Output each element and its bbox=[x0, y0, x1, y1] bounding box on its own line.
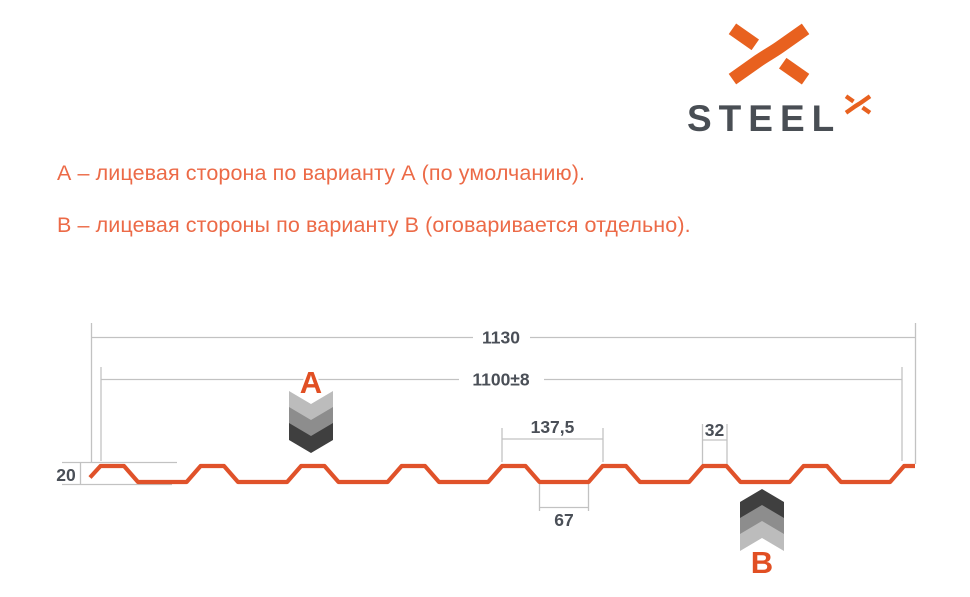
x-mark-top-left-arm bbox=[728, 23, 759, 51]
dim-rib-bottom-width: 67 bbox=[538, 484, 590, 530]
profile-sheet-outline bbox=[88, 463, 915, 485]
brand-wordmark: STEEL bbox=[687, 100, 873, 138]
side-b-letter: В bbox=[751, 545, 773, 580]
dim-label-rib-bottom-width: 67 bbox=[554, 510, 573, 530]
steelx-x-mark-icon bbox=[728, 23, 810, 85]
chevron-down-dark bbox=[289, 423, 333, 453]
chevron-up-light bbox=[740, 521, 784, 551]
dim-rib-pitch: 137,5 bbox=[501, 417, 604, 462]
dim-working-width: 1100±8 bbox=[100, 367, 903, 461]
dim-profile-height: 20 bbox=[56, 461, 177, 486]
dim-label-rib-pitch: 137,5 bbox=[531, 417, 575, 437]
note-variant-b: В – лицевая стороны по варианту В (огова… bbox=[57, 213, 691, 237]
dim-label-rib-top-width: 32 bbox=[705, 420, 725, 440]
x-mark-strokes bbox=[728, 23, 810, 85]
dim-rib-top-width: 32 bbox=[701, 420, 728, 464]
dim-label-overall-width: 1130 bbox=[482, 328, 520, 348]
side-a-chevrons-icon bbox=[289, 391, 333, 453]
dim-label-profile-height: 20 bbox=[56, 465, 76, 485]
note-variant-a: А – лицевая сторона по варианту А (по ум… bbox=[57, 161, 586, 185]
x-mark-bottom-right-arm bbox=[779, 57, 810, 85]
dim-overall-width: 1130 bbox=[90, 323, 917, 464]
brand-name: STEEL bbox=[687, 98, 842, 139]
dim-label-working-width: 1100±8 bbox=[472, 370, 530, 390]
side-a-letter: А bbox=[300, 365, 322, 400]
side-b-chevrons-icon bbox=[740, 489, 784, 551]
x-mark-s-diagonal bbox=[728, 23, 810, 85]
